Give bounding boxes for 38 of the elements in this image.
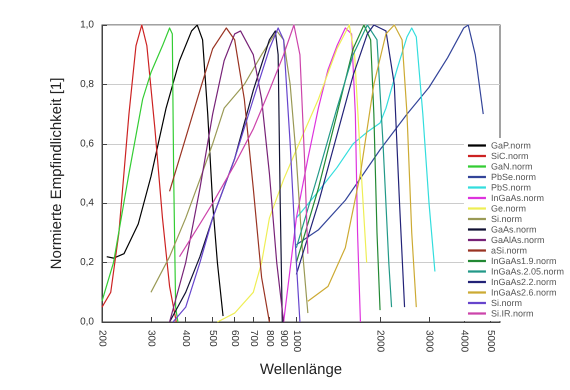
- y-axis-title: Normierte Empfindlichkeit [1]: [48, 78, 65, 270]
- legend-label: PbSe.norm: [490, 172, 536, 182]
- y-tick-label: 0,4: [80, 198, 94, 209]
- y-tick-label: 1,0: [80, 20, 94, 30]
- x-tick-label: 400: [180, 330, 192, 348]
- legend-label: GaN.norm: [490, 162, 532, 172]
- legend-label: GaP.norm: [490, 140, 531, 150]
- legend-label: SiC.norm: [490, 151, 528, 161]
- x-tick-label: 200: [96, 330, 108, 348]
- legend-label: InGaAs2.6.norm: [490, 288, 556, 298]
- x-axis-title: Wellenlänge: [260, 361, 342, 378]
- legend-label: InGaAs.norm: [490, 193, 544, 203]
- x-tick-label: 3000: [424, 330, 435, 353]
- legend-label: Si.norm: [490, 214, 522, 224]
- legend-label: Si.IR.norm: [490, 308, 534, 318]
- legend-label: Si.norm: [490, 298, 522, 308]
- x-tick-label: 600: [229, 330, 240, 348]
- y-tick-label: 0,2: [80, 257, 94, 268]
- x-tick-label: 500: [207, 330, 218, 348]
- x-tick-label: 800: [264, 330, 275, 348]
- y-tick-label: 0,6: [80, 138, 94, 150]
- y-tick-label: 0,0: [80, 316, 94, 328]
- x-tick-label: 900: [278, 330, 290, 348]
- legend-label: Ge.norm: [490, 204, 526, 214]
- legend-label: InGaAs2.2.norm: [490, 277, 556, 287]
- x-tick-label: 700: [248, 330, 259, 348]
- legend-label: InGaAs.2.05.norm: [490, 266, 564, 276]
- x-tick-label: 300: [145, 330, 156, 348]
- legend-label: aSi.norm: [490, 246, 527, 256]
- y-tick-label: 0,8: [80, 78, 94, 90]
- legend-label: InGaAs1.9.norm: [490, 256, 556, 266]
- x-tick-label: 1000: [290, 330, 302, 353]
- legend-label: PbS.norm: [490, 182, 531, 192]
- x-tick-label: 4000: [458, 330, 470, 353]
- legend-label: GaAlAs.norm: [490, 235, 544, 245]
- x-tick-label: 5000: [485, 330, 496, 353]
- legend-label: GaAs.norm: [490, 224, 536, 234]
- x-tick-label: 2000: [374, 330, 386, 353]
